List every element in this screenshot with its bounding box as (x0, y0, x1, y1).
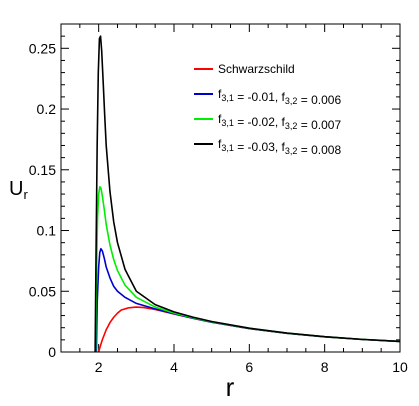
x-tick-label: 8 (321, 359, 329, 375)
y-tick-label: 0.15 (29, 162, 56, 178)
legend-text-part: = -0.03, f (234, 140, 286, 154)
tick-labels: 2 4 6 8 10 0 0.05 0.1 0.15 0.2 0.25 (29, 40, 408, 375)
legend-entry: Schwarzschild (218, 62, 295, 76)
legend-entry: f3,1 = -0.01, f3,2 = 0.006 (218, 87, 341, 107)
y-tick-label: 0.25 (29, 40, 56, 56)
series-group (94, 35, 400, 352)
y-axis-label-main: U (9, 178, 23, 200)
y-axis-label: Ur (9, 178, 28, 202)
legend-text-part: f (218, 137, 222, 151)
y-tick-label: 0.05 (29, 283, 56, 299)
legend-text-part: = -0.01, f (234, 90, 286, 104)
legend-subscript: 3,1 (221, 118, 234, 128)
legend-text-part: Schwarzschild (218, 62, 295, 76)
legend-entry: f3,1 = -0.03, f3,2 = 0.008 (218, 137, 341, 157)
x-tick-label: 4 (170, 359, 178, 375)
legend-text-part: = 0.007 (297, 118, 341, 132)
legend-text-part: = 0.006 (297, 93, 341, 107)
axis-ticks (60, 23, 401, 353)
legend-text-part: = -0.02, f (234, 115, 286, 129)
legend-text-part: f (218, 87, 222, 101)
x-tick-label: 6 (245, 359, 253, 375)
y-tick-label: 0 (48, 344, 56, 360)
legend-subscript: 3,1 (221, 143, 234, 153)
legend-text-part: = 0.008 (297, 143, 341, 157)
legend-subscript: 3,2 (285, 121, 298, 131)
plot-background (61, 24, 400, 352)
x-axis-label: r (226, 372, 235, 402)
legend-subscript: 3,1 (221, 93, 234, 103)
legend-text-part: f (218, 112, 222, 126)
x-tick-label: 10 (392, 359, 408, 375)
plot-frame (60, 23, 401, 353)
y-axis-label-sub: r (23, 187, 28, 202)
x-tick-label: 2 (95, 359, 103, 375)
legend-subscript: 3,2 (285, 146, 298, 156)
y-tick-label: 0.1 (37, 223, 57, 239)
y-tick-label: 0.2 (37, 101, 57, 117)
legend-entry: f3,1 = -0.02, f3,2 = 0.007 (218, 112, 341, 132)
series-line (94, 35, 400, 352)
legend-subscript: 3,2 (285, 96, 298, 106)
